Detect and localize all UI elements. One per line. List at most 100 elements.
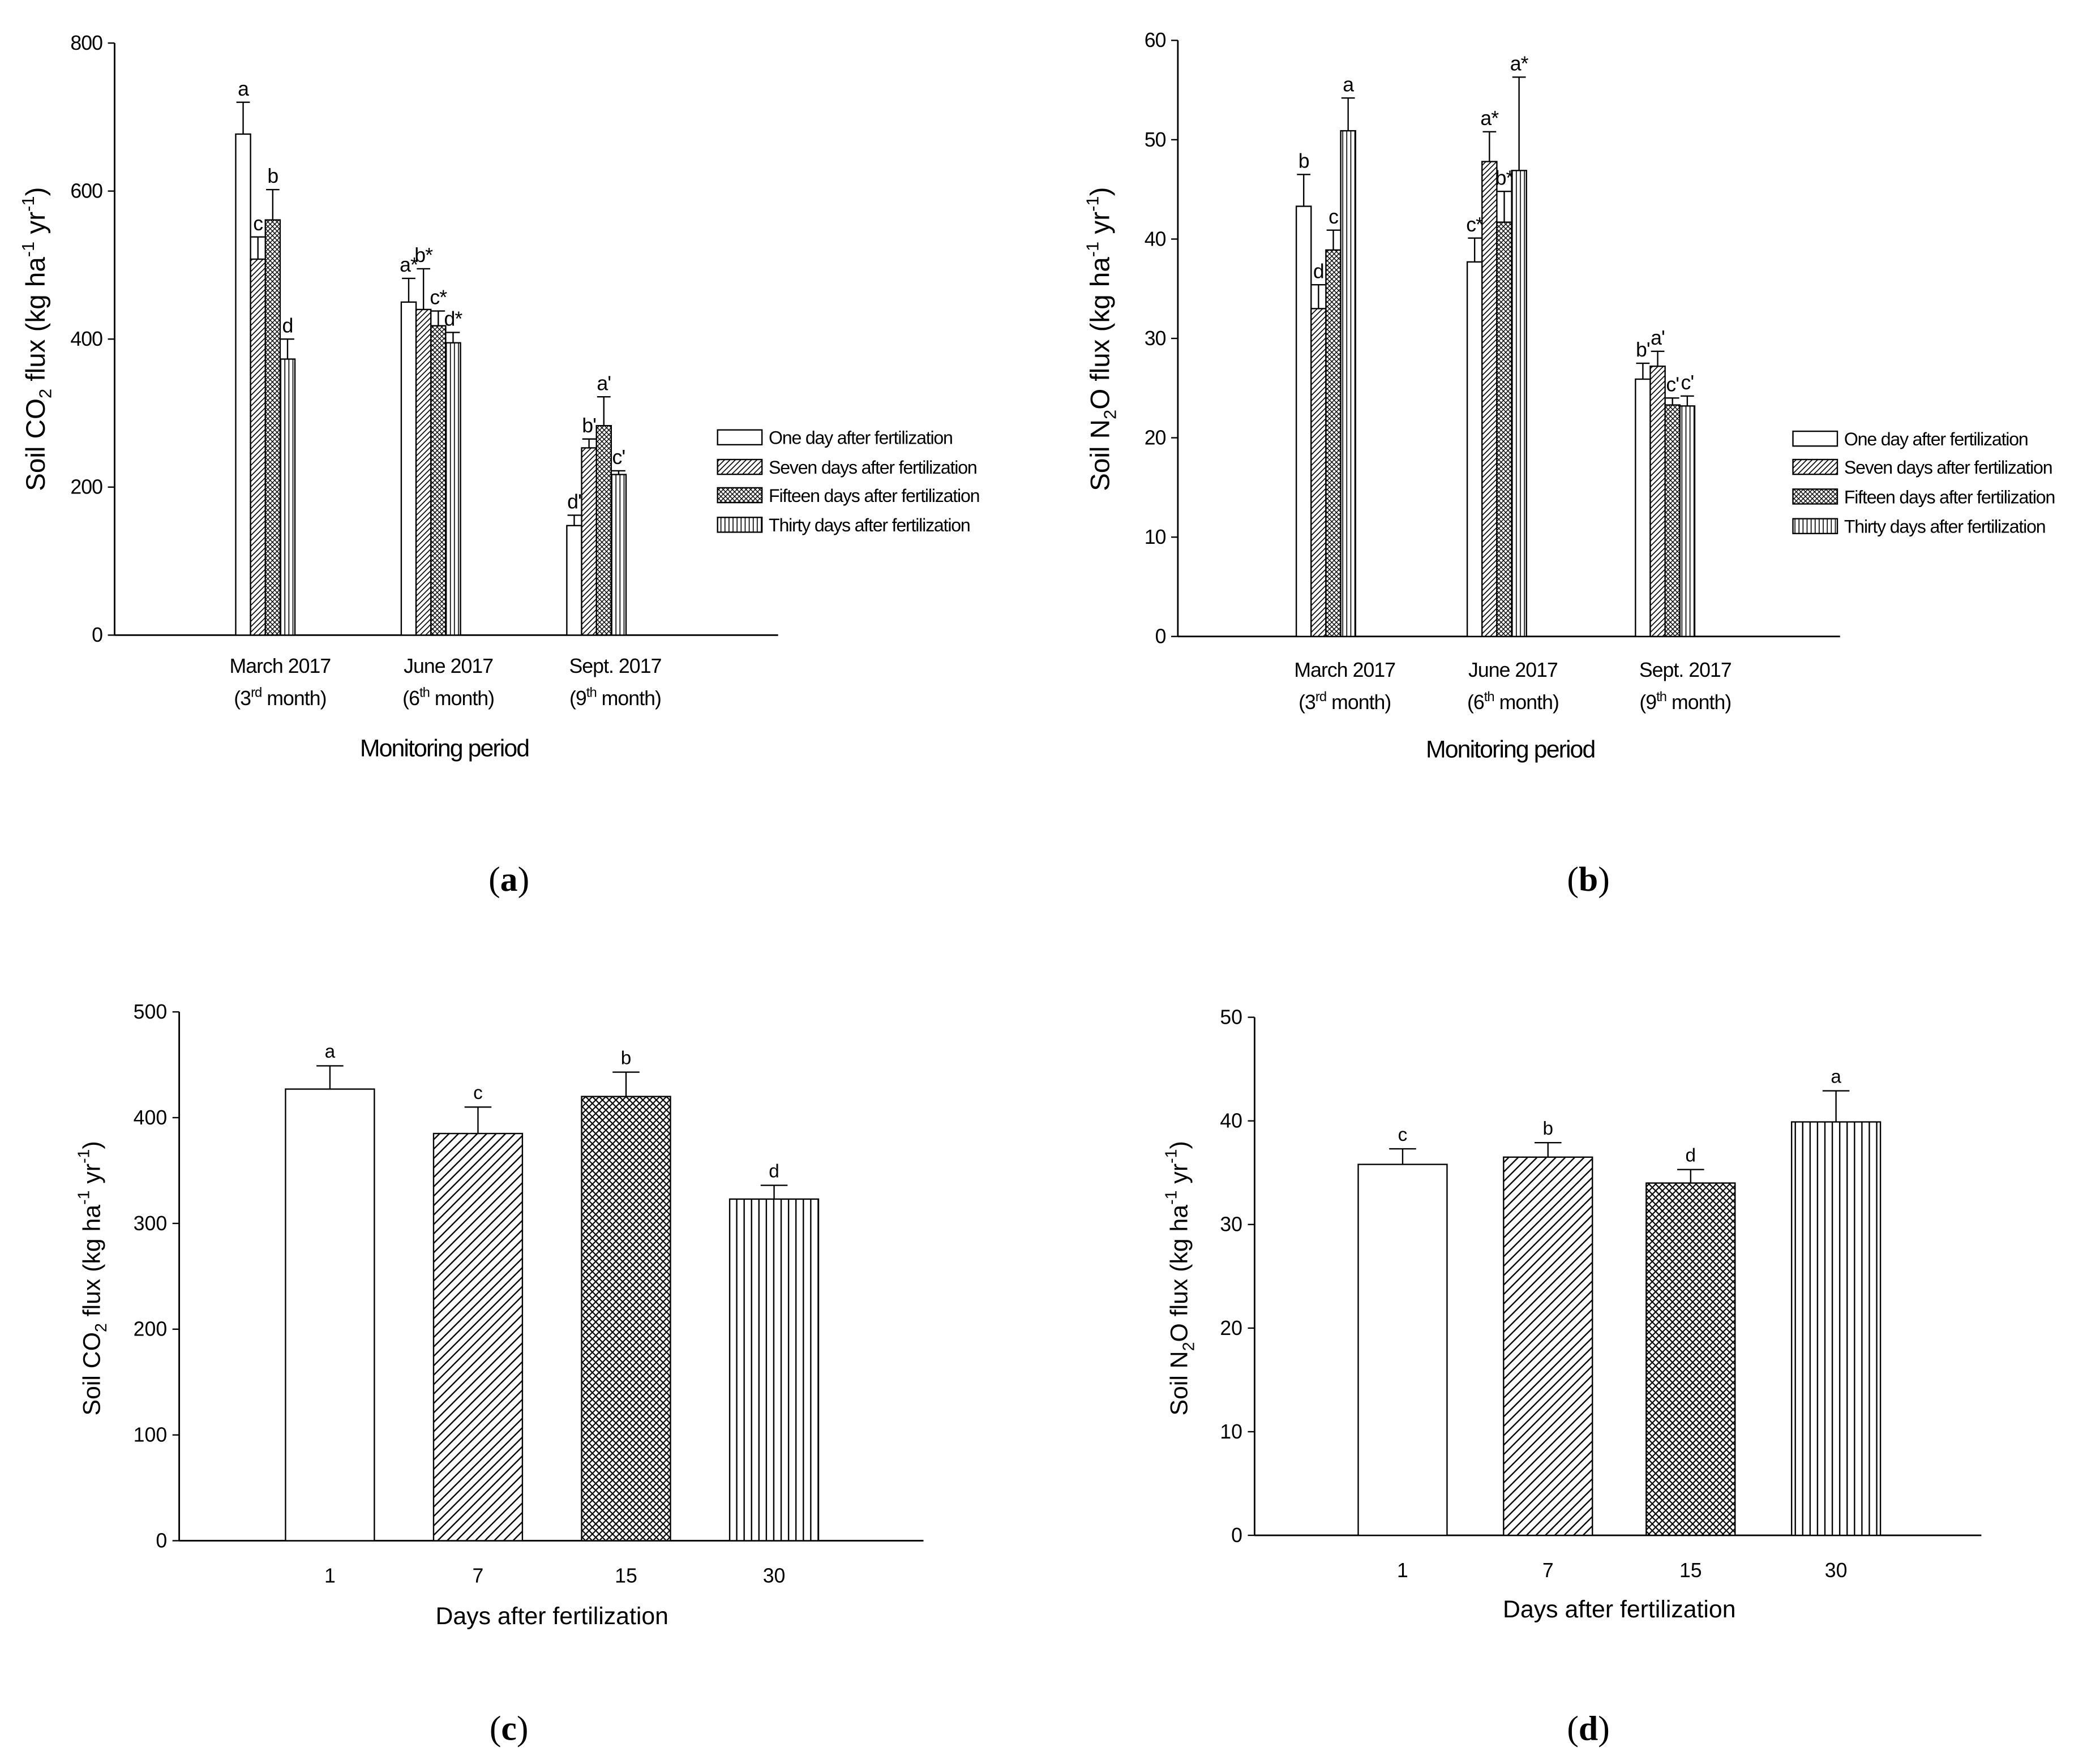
significance-label: a' [597, 372, 611, 394]
x-tick-sublabel-text: (9 [1639, 691, 1656, 714]
panel-label-close-paren: ) [1598, 1709, 1610, 1748]
panel-label-letter: c [501, 1709, 516, 1748]
bar-one-day [1466, 261, 1483, 637]
legend-label: Seven days after fertilization [769, 457, 977, 478]
x-tick-sublabel-text: (6 [402, 687, 419, 710]
y-tick-label: 20 [1220, 1317, 1242, 1339]
bar-thirty-days [1790, 1121, 1882, 1536]
y-tick-label: 0 [92, 624, 102, 646]
significance-label: a* [1510, 52, 1529, 75]
x-tick-sublabel-text: (3 [1298, 691, 1315, 714]
bar-fifteen-days [1645, 1182, 1736, 1536]
y-axis-title-text: yr [21, 212, 51, 242]
panel-a-soil-co2-by-period: 0 200 400 600 800 a a* d' One day after fertiliz… [18, 32, 980, 899]
x-tick-label: 1 [1397, 1559, 1408, 1582]
bar-seven-days [1649, 365, 1666, 637]
significance-label: a' [1651, 327, 1665, 349]
y-axis-title: Soil CO2 flux (kg ha-1 yr-1) [18, 187, 55, 491]
y-axis-title-subscript: 2 [36, 389, 55, 398]
x-axis-title: Days after fertilization [1503, 1596, 1735, 1623]
bar-fifteen-days [581, 1096, 671, 1542]
bar-seven-days [1310, 308, 1327, 637]
x-tick-label: June 2017 [404, 655, 493, 677]
y-tick-label: 800 [70, 32, 102, 54]
legend-swatch-one-day [717, 429, 763, 446]
x-tick-label: 30 [763, 1564, 786, 1587]
x-tick-label: June 2017 [1468, 659, 1558, 681]
bar-thirty-days [1340, 130, 1356, 637]
significance-label: d [769, 1161, 779, 1182]
y-tick-label: 30 [1220, 1213, 1242, 1236]
y-tick-label: 0 [1231, 1524, 1242, 1547]
x-tick-sublabel: (9th month) [1639, 689, 1731, 714]
panel-label-letter: d [1579, 1709, 1598, 1748]
bar-seven-days [1503, 1156, 1593, 1536]
significance-label: c* [1466, 213, 1484, 236]
y-tick-label: 40 [1220, 1110, 1242, 1132]
significance-label: a* [1480, 107, 1499, 130]
y-tick-label: 400 [134, 1106, 167, 1129]
legend-label: Thirty days after fertilization [1844, 517, 2046, 537]
y-tick-label: 60 [1145, 29, 1166, 51]
bar-one-day [1635, 378, 1651, 637]
y-tick-label: 30 [1145, 327, 1166, 350]
x-tick-label: 15 [615, 1564, 637, 1587]
x-tick-sublabel-text: month) [1494, 691, 1559, 714]
significance-label: c' [612, 446, 625, 469]
y-tick-label: 300 [134, 1212, 167, 1235]
significance-label: a [1343, 73, 1354, 96]
bar-one-day [1357, 1163, 1448, 1536]
y-axis-title-text: ) [78, 1141, 105, 1149]
significance-label: d [1686, 1145, 1696, 1166]
panel-label: (c) [490, 1709, 529, 1748]
y-axis-title-subscript: 2 [1180, 1342, 1198, 1351]
x-tick-label: 30 [1825, 1559, 1848, 1582]
y-tick-label: 400 [70, 328, 102, 350]
legend-label: One day after fertilization [1844, 429, 2028, 449]
significance-label: c' [1666, 373, 1679, 396]
significance-label: c [1328, 205, 1338, 228]
x-tick-sublabel: (3rd month) [234, 685, 326, 710]
x-tick-sublabel: (3rd month) [1298, 689, 1391, 714]
y-tick-label: 10 [1145, 526, 1166, 548]
y-tick-label: 10 [1220, 1420, 1242, 1443]
significance-label: b [621, 1047, 632, 1068]
x-tick-label: 15 [1679, 1559, 1702, 1582]
x-tick-sublabel: (6th month) [1467, 689, 1559, 714]
bar-seven-days [432, 1132, 524, 1542]
y-axis-title-text: Soil CO [21, 398, 51, 491]
legend-label: One day after fertilization [769, 428, 953, 448]
y-axis-title-text: Soil N [1086, 419, 1116, 491]
panel-label-open-paren: ( [1567, 860, 1579, 899]
bar-seven-days [250, 258, 266, 636]
y-axis-title-text: yr [1166, 1163, 1193, 1191]
x-tick-label: 7 [473, 1564, 484, 1587]
y-axis-title-superscript: -1 [18, 242, 38, 257]
x-tick-sublabel-superscript: th [586, 685, 597, 701]
x-tick-sublabel-superscript: th [419, 685, 430, 701]
significance-label: b [267, 165, 278, 187]
y-axis-title-text: yr [1086, 212, 1116, 242]
significance-label: c [473, 1083, 483, 1104]
panel-label-close-paren: ) [517, 1709, 529, 1748]
y-axis-title-text: Soil N [1166, 1351, 1193, 1415]
significance-label: a [1831, 1066, 1841, 1087]
x-tick-sublabel-text: month) [262, 687, 326, 710]
panel-label: (b) [1567, 860, 1610, 899]
legend-swatch-seven-days [717, 458, 763, 475]
significance-label: c [1398, 1124, 1408, 1145]
y-axis-title-text: flux (kg ha [21, 257, 51, 389]
x-tick-sublabel-text: month) [1326, 691, 1391, 714]
panel-label: (d) [1567, 1709, 1610, 1748]
y-axis-title-text: O flux (kg ha [1166, 1205, 1193, 1342]
panel-label: (a) [488, 860, 529, 899]
y-tick-label: 500 [134, 1001, 167, 1023]
bar-fifteen-days [264, 219, 281, 636]
x-tick-sublabel-text: month) [1666, 691, 1731, 714]
x-axis-title: Days after fertilization [435, 1603, 668, 1630]
legend-swatch-thirty-days [1792, 518, 1838, 534]
panel-label-close-paren: ) [518, 860, 530, 899]
legend-swatch-one-day [1792, 430, 1838, 447]
y-tick-label: 40 [1145, 227, 1166, 250]
